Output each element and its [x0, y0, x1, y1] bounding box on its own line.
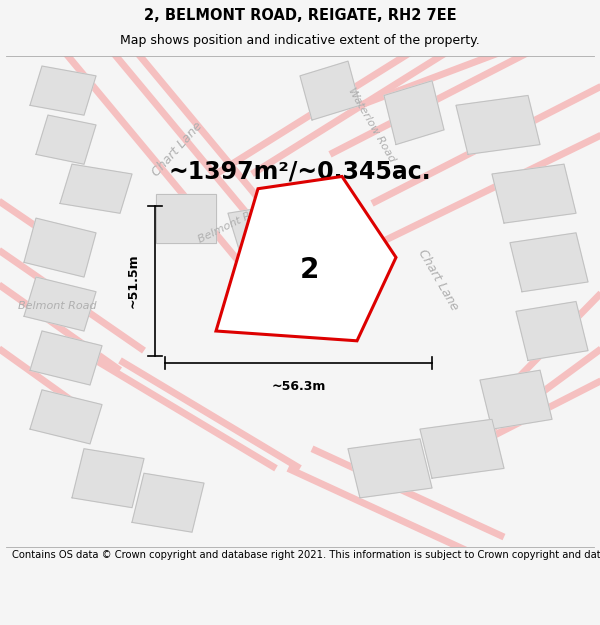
- Text: Waterlow Road: Waterlow Road: [347, 86, 397, 164]
- Text: Chart Lane: Chart Lane: [149, 119, 205, 179]
- Polygon shape: [60, 164, 132, 213]
- Text: 2, BELMONT ROAD, REIGATE, RH2 7EE: 2, BELMONT ROAD, REIGATE, RH2 7EE: [143, 8, 457, 23]
- Polygon shape: [420, 419, 504, 478]
- Polygon shape: [24, 277, 96, 331]
- Polygon shape: [480, 370, 552, 429]
- Text: Belmont Road: Belmont Road: [17, 301, 97, 311]
- Polygon shape: [156, 194, 216, 242]
- Text: Belmont Road: Belmont Road: [196, 201, 272, 245]
- Polygon shape: [30, 331, 102, 385]
- Text: 2: 2: [299, 256, 319, 284]
- Polygon shape: [384, 81, 444, 144]
- Polygon shape: [228, 204, 300, 252]
- Polygon shape: [72, 449, 144, 508]
- Text: Map shows position and indicative extent of the property.: Map shows position and indicative extent…: [120, 34, 480, 47]
- Polygon shape: [216, 176, 396, 341]
- Polygon shape: [492, 164, 576, 223]
- Polygon shape: [30, 66, 96, 115]
- Polygon shape: [132, 473, 204, 532]
- Polygon shape: [510, 233, 588, 292]
- Polygon shape: [300, 61, 360, 120]
- Polygon shape: [516, 301, 588, 361]
- Polygon shape: [24, 218, 96, 277]
- Polygon shape: [36, 115, 96, 164]
- Text: Chart Lane: Chart Lane: [415, 247, 461, 312]
- Polygon shape: [30, 390, 102, 444]
- Text: ~56.3m: ~56.3m: [271, 380, 326, 393]
- Text: ~1397m²/~0.345ac.: ~1397m²/~0.345ac.: [169, 159, 431, 184]
- Polygon shape: [456, 96, 540, 154]
- Polygon shape: [348, 439, 432, 498]
- Text: ~51.5m: ~51.5m: [127, 253, 140, 308]
- Text: Contains OS data © Crown copyright and database right 2021. This information is : Contains OS data © Crown copyright and d…: [12, 550, 600, 560]
